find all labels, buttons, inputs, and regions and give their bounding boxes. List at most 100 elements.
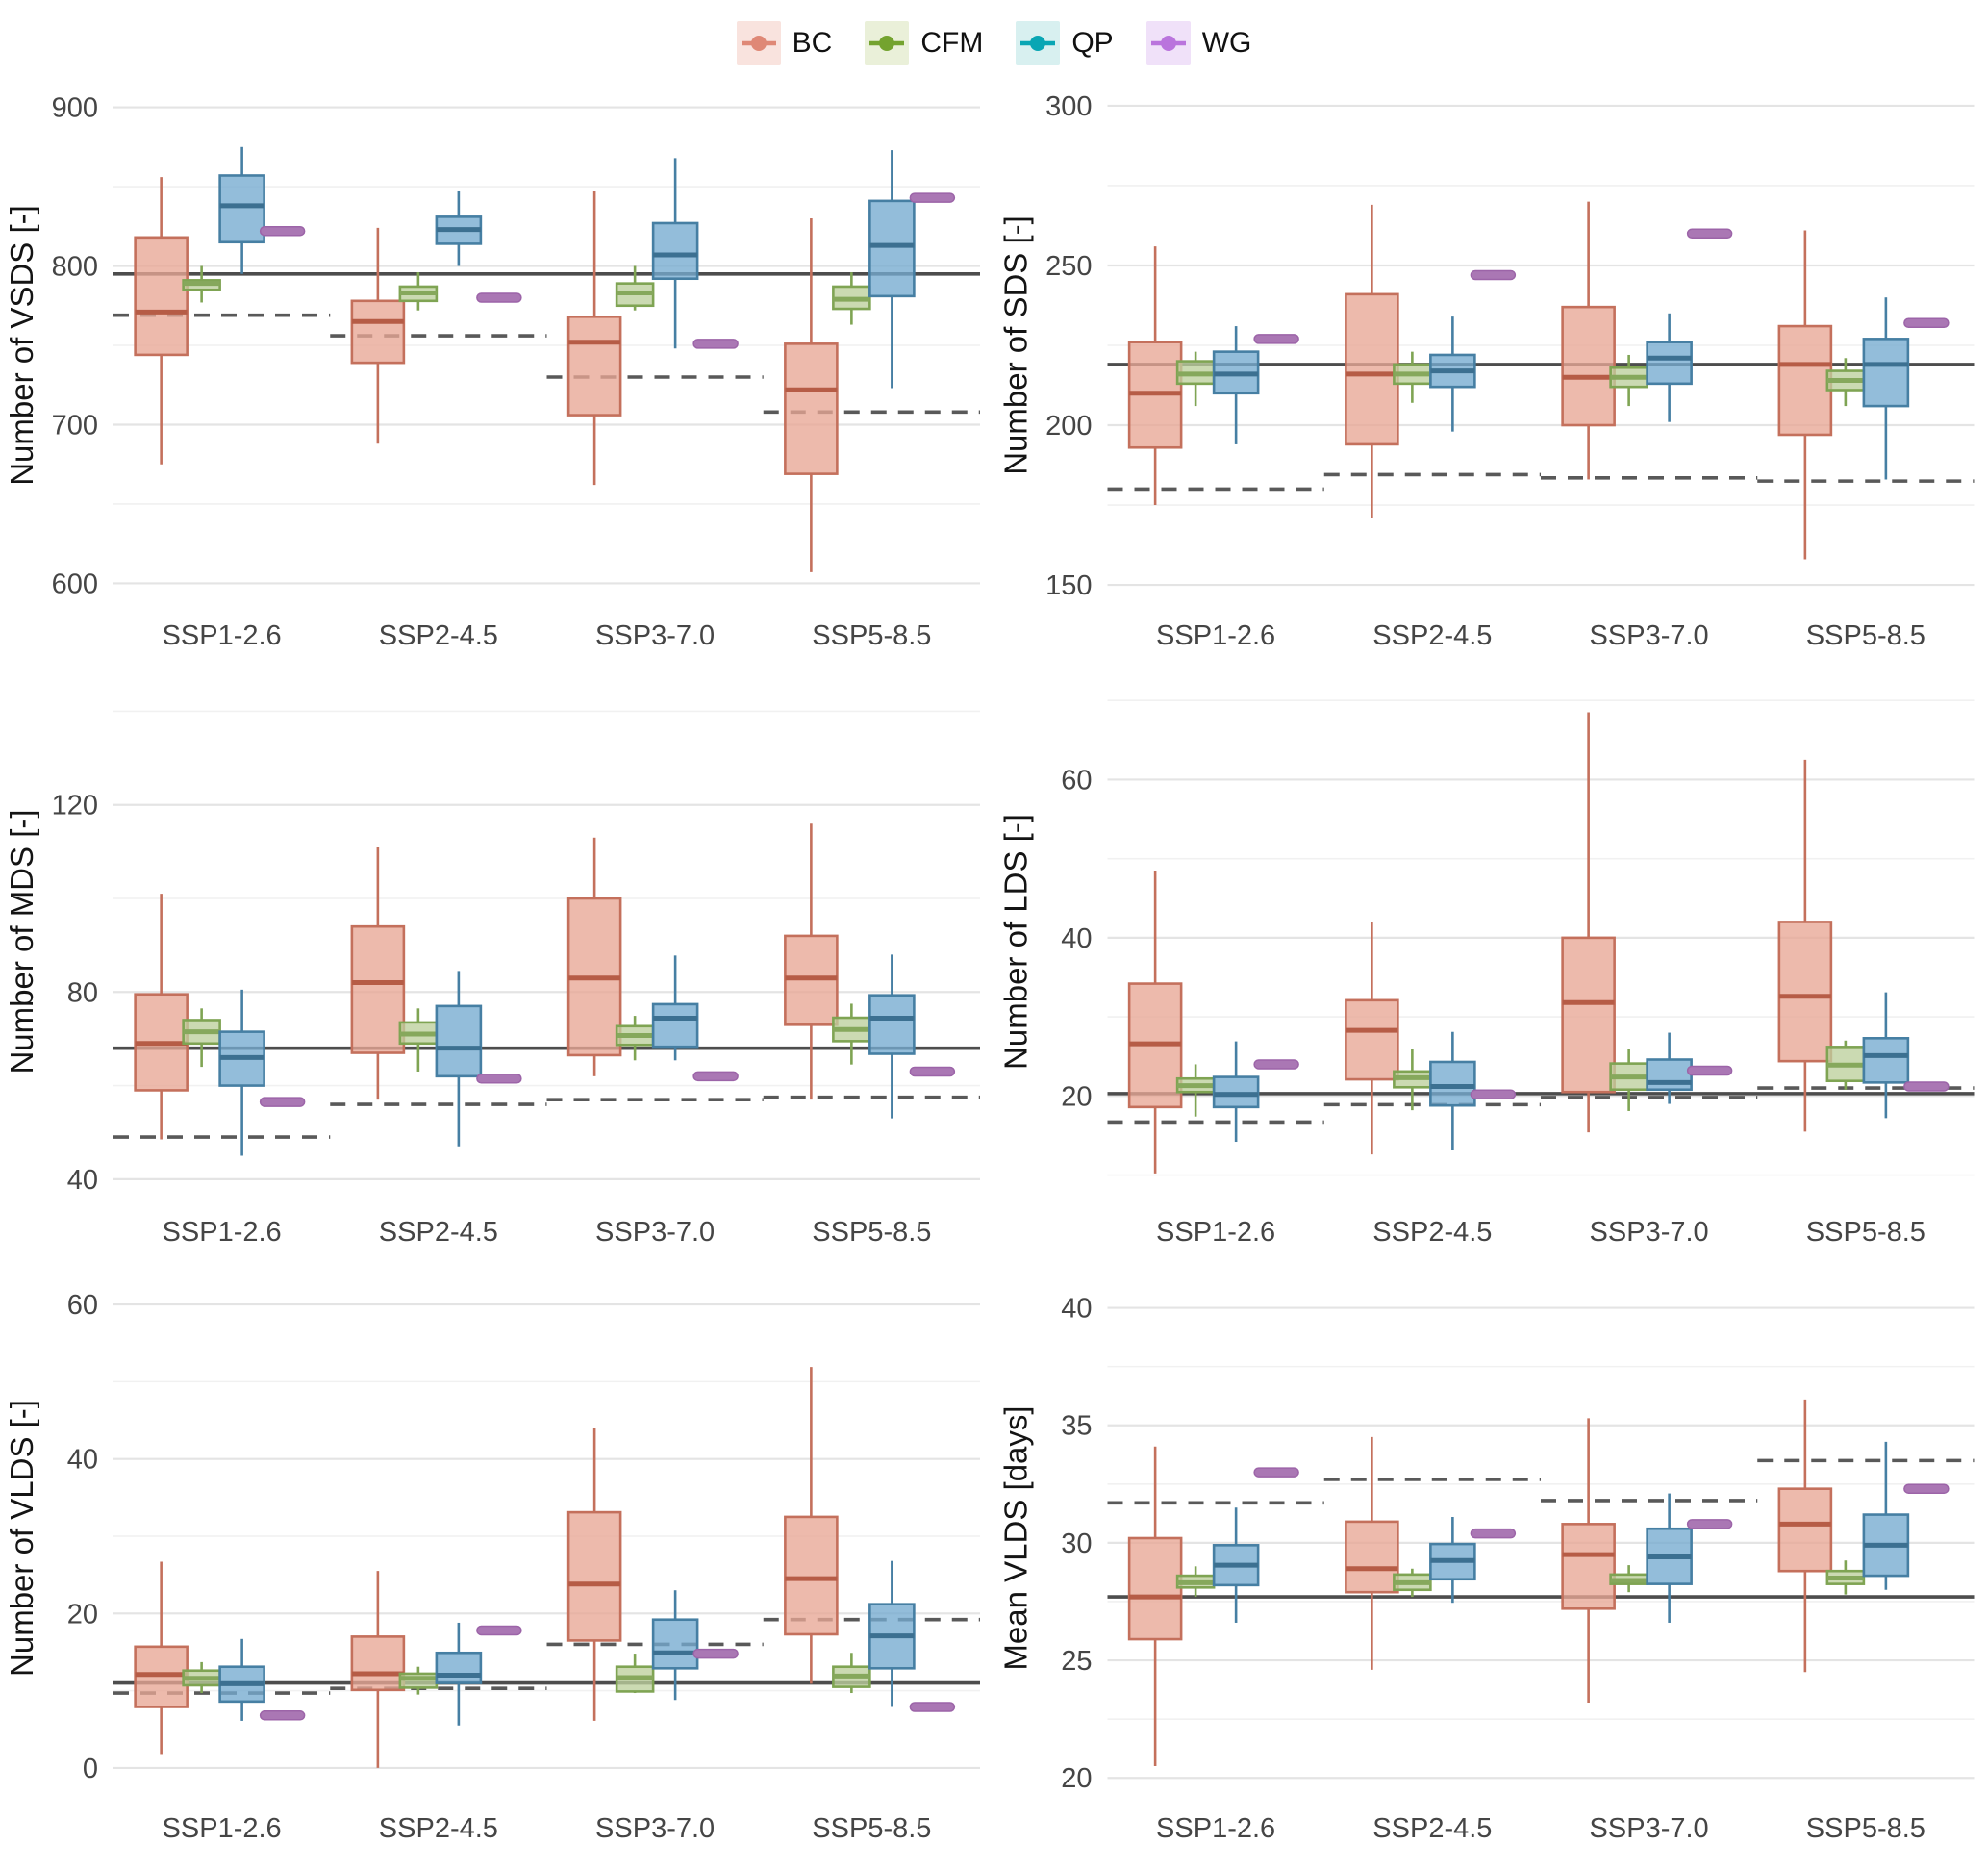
box-cfm-SSP1-2.6 [1175, 1566, 1216, 1598]
box-cfm-SSP5-8.5 [832, 1653, 871, 1694]
box-cfm-SSP2-4.5 [398, 1666, 439, 1695]
y-tick-label: 20 [1061, 1081, 1092, 1112]
legend-label-cfm: CFM [920, 27, 984, 59]
legend: BC CFM QP WG [0, 0, 1988, 81]
x-category-label: SSP5-8.5 [812, 1217, 931, 1248]
legend-label-bc: BC [792, 27, 833, 59]
y-axis-title: Number of VSDS [-] [4, 205, 39, 486]
box-bc-SSP5-8.5 [784, 823, 839, 1100]
panel-number-of-mds: 40 80 120 SSP1-2.6 SSP2-4.5 SSP3-7.0 SSP5-8.5 N… [4, 710, 980, 1248]
y-tick-label: 300 [1045, 91, 1092, 122]
box-bc-SSP5-8.5 [1777, 230, 1833, 560]
box-qp-SSP2-4.5 [435, 190, 483, 266]
box-cfm-SSP3-7.0 [615, 265, 655, 311]
wg-mark-SSP5-8.5 [909, 1066, 956, 1077]
box-qp-SSP1-2.6 [1212, 1041, 1260, 1143]
wg-mark-SSP2-4.5 [1470, 269, 1517, 281]
box-bc-SSP2-4.5 [350, 847, 406, 1100]
box-cfm-SSP1-2.6 [182, 1008, 221, 1068]
box-qp-SSP1-2.6 [1212, 326, 1260, 444]
y-tick-label: 40 [1061, 923, 1092, 954]
y-tick-label: 200 [1045, 411, 1092, 442]
wg-mark-SSP2-4.5 [1470, 1089, 1517, 1099]
legend-item-cfm: CFM [865, 21, 983, 65]
legend-glyph-icon [1020, 36, 1056, 51]
box-cfm-SSP3-7.0 [1609, 354, 1648, 407]
y-tick-label: 0 [83, 1754, 98, 1784]
box-bc-SSP1-2.6 [134, 894, 189, 1140]
wg-mark-SSP5-8.5 [909, 192, 956, 203]
box-bc-SSP5-8.5 [784, 1367, 839, 1684]
panel-grid: 600 700 800 900 SSP1-2.6 SSP2-4.5 SSP3-7.0 SSP5… [0, 81, 1988, 1870]
panel-number-of-sds: 150 200 250 300 SSP1-2.6 SSP2-4.5 SSP3-7.0 SSP5… [998, 91, 1975, 651]
box-bc-SSP2-4.5 [1345, 1436, 1399, 1670]
box-bc-SSP3-7.0 [1561, 712, 1616, 1133]
box-bc-SSP3-7.0 [566, 837, 622, 1076]
legend-key-qp-icon [1016, 21, 1061, 65]
y-tick-label: 20 [67, 1599, 98, 1630]
wg-mark-SSP2-4.5 [476, 1625, 522, 1636]
wg-mark-SSP3-7.0 [1686, 1519, 1733, 1529]
box-cfm-SSP2-4.5 [398, 272, 439, 311]
wg-mark-SSP3-7.0 [1686, 228, 1733, 240]
box-cfm-SSP1-2.6 [1175, 351, 1216, 407]
box-qp-SSP1-2.6 [218, 989, 265, 1156]
y-tick-label: 150 [1045, 570, 1092, 601]
legend-label-qp: QP [1071, 27, 1114, 59]
box-qp-SSP5-8.5 [1862, 1441, 1910, 1590]
box-cfm-SSP3-7.0 [1609, 1565, 1648, 1593]
wg-mark-SSP3-7.0 [1686, 1065, 1733, 1076]
box-cfm-SSP5-8.5 [832, 1003, 871, 1065]
wg-mark-SSP1-2.6 [259, 1097, 306, 1107]
box-cfm-SSP3-7.0 [615, 1654, 655, 1694]
legend-label-wg: WG [1201, 27, 1252, 59]
x-category-label: SSP5-8.5 [1806, 1813, 1925, 1844]
y-tick-label: 35 [1061, 1411, 1092, 1442]
box-cfm-SSP5-8.5 [1825, 358, 1866, 407]
x-category-label: SSP1-2.6 [1156, 1217, 1275, 1248]
x-category-label: SSP1-2.6 [1156, 620, 1275, 651]
box-cfm-SSP2-4.5 [1393, 1049, 1432, 1111]
x-category-label: SSP5-8.5 [1806, 620, 1925, 651]
legend-glyph-icon [741, 36, 776, 51]
box-bc-SSP5-8.5 [784, 218, 839, 572]
box-bc-SSP2-4.5 [1345, 922, 1399, 1155]
y-tick-label: 40 [67, 1445, 98, 1476]
legend-glyph-icon [1150, 36, 1186, 51]
box-cfm-SSP2-4.5 [398, 1008, 439, 1072]
box-bc-SSP3-7.0 [1561, 1418, 1616, 1704]
box-bc-SSP3-7.0 [1561, 201, 1616, 480]
box-cfm-SSP1-2.6 [182, 1661, 221, 1694]
y-axis-title: Number of LDS [-] [998, 814, 1034, 1070]
panel-number-of-vlds: 0 20 40 60 SSP1-2.6 SSP2-4.5 SSP3-7.0 SSP5-8.5 N… [4, 1290, 980, 1844]
wg-mark-SSP3-7.0 [692, 1071, 739, 1082]
wg-mark-SSP2-4.5 [476, 1074, 522, 1084]
box-qp-SSP5-8.5 [1862, 992, 1910, 1119]
y-tick-label: 60 [1061, 765, 1092, 796]
y-axis-title: Number of MDS [-] [4, 809, 39, 1074]
legend-item-qp: QP [1016, 21, 1114, 65]
box-cfm-SSP1-2.6 [182, 265, 221, 303]
x-category-label: SSP3-7.0 [1590, 620, 1709, 651]
box-cfm-SSP5-8.5 [832, 272, 871, 325]
box-cfm-SSP5-8.5 [1825, 1040, 1866, 1090]
box-qp-SSP5-8.5 [868, 1560, 916, 1707]
wg-mark-SSP5-8.5 [1903, 317, 1950, 329]
legend-glyph-icon [869, 36, 905, 51]
box-bc-SSP1-2.6 [1127, 246, 1183, 506]
y-tick-label: 700 [52, 410, 98, 441]
y-axis-title: Number of SDS [-] [998, 215, 1034, 475]
box-bc-SSP2-4.5 [350, 1571, 406, 1768]
x-category-label: SSP3-7.0 [595, 1217, 715, 1248]
x-category-label: SSP2-4.5 [379, 1217, 498, 1248]
x-category-label: SSP2-4.5 [379, 620, 498, 651]
box-qp-SSP3-7.0 [1646, 1032, 1693, 1104]
box-bc-SSP3-7.0 [566, 1428, 622, 1721]
wg-mark-SSP1-2.6 [259, 225, 306, 237]
box-qp-SSP5-8.5 [1862, 297, 1910, 480]
x-category-label: SSP1-2.6 [163, 620, 282, 651]
x-category-label: SSP2-4.5 [379, 1813, 498, 1844]
x-category-label: SSP3-7.0 [1590, 1217, 1709, 1248]
wg-mark-SSP3-7.0 [692, 339, 739, 349]
